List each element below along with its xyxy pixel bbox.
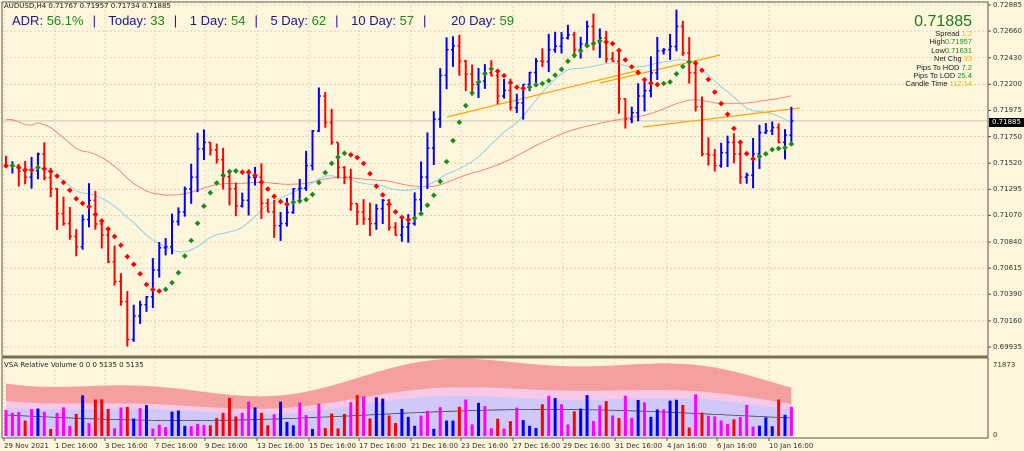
day1-label: 1 Day: [189, 13, 228, 28]
price-tick-label: 0.71070 [993, 211, 1022, 220]
time-tick-label: 10 Jan 16:00 [769, 442, 814, 450]
price-tick-label: 0.71295 [993, 185, 1022, 194]
time-tick-label: 21 Dec 16:00 [411, 442, 459, 450]
symbol-header: AUDUSD,H4 0.71767 0.71957 0.71734 0.7188… [4, 2, 171, 10]
price-info-panel: 0.71885 Spread 1.2 High0.71957 Low0.7163… [905, 14, 972, 89]
time-tick-label: 29 Nov 2021 [4, 442, 49, 450]
netchg-label: Net Chg [934, 54, 962, 64]
lod-row: Pips To LOD 25.4 [905, 71, 972, 81]
adr-value: 56.1% [46, 13, 84, 28]
price-tick-label: 0.71520 [993, 159, 1022, 168]
today-value: 33 [150, 13, 165, 28]
price-tick-label: 0.72430 [993, 53, 1022, 62]
time-tick-label: 27 Dec 16:00 [513, 442, 561, 450]
spread-value: 1.2 [961, 29, 972, 38]
low-row: Low0.71631 [905, 45, 972, 55]
time-tick-label: 29 Dec 16:00 [563, 442, 611, 450]
price-tick-label: 0.71750 [993, 132, 1022, 141]
day5-value: 62 [311, 13, 327, 28]
time-tick-label: 31 Dec 16:00 [615, 442, 663, 450]
time-tick-label: 9 Dec 16:00 [205, 442, 248, 450]
day1-value: 54 [230, 13, 246, 28]
netchg-value: 33 [963, 54, 972, 64]
high-value: 0.71957 [944, 37, 972, 47]
adr-indicator: ADR: 56.1% | Today: 33 | 1 Day: 54 | 5 Day:… [12, 13, 514, 28]
lod-value: 25.4 [957, 71, 972, 81]
price-tick-label: 0.72885 [993, 1, 1022, 9]
time-tick-label: 3 Dec 16:00 [105, 442, 148, 450]
current-price: 0.71885 [914, 13, 972, 30]
price-tick-label: 0.70615 [993, 264, 1022, 273]
price-tick-label: 0.70840 [993, 238, 1022, 247]
current-price-tag: 0.71885 [989, 118, 1024, 127]
volume-max-label: 71873 [993, 361, 1016, 369]
day20-value: 59 [499, 13, 514, 28]
volume-pane-title: VSA Relative Volume 0 0 0 5135 0 5135 [4, 361, 144, 369]
price-tick-label: 0.69935 [993, 343, 1022, 351]
price-tick-label: 0.72660 [993, 27, 1022, 36]
time-tick-label: 17 Dec 16:00 [359, 442, 407, 450]
spread-row: Spread 1.2 [905, 29, 972, 38]
candle-time-label: Candle Time [905, 79, 948, 89]
low-value: 0.71631 [944, 45, 972, 55]
time-tick-label: 13 Dec 16:00 [257, 442, 305, 450]
time-tick-label: 4 Jan 16:00 [667, 442, 707, 450]
day20-label: 20 Day: [451, 13, 496, 28]
day5-label: 5 Day: [270, 13, 309, 28]
price-tick-label: 0.72200 [993, 80, 1022, 89]
high-label: High [929, 37, 945, 47]
low-label: Low [931, 45, 945, 55]
time-tick-label: 6 Jan 16:00 [717, 442, 757, 450]
spread-label: Spread [935, 29, 960, 38]
volume-min-label: 0 [993, 431, 998, 439]
time-tick-label: 7 Dec 16:00 [155, 442, 198, 450]
candle-time-value: 112:14 [949, 79, 972, 89]
hod-value: 7.2 [961, 62, 972, 72]
price-tick-label: 0.71975 [993, 106, 1022, 115]
time-tick-label: 23 Dec 16:00 [461, 442, 509, 450]
price-tick-label: 0.70160 [993, 316, 1022, 325]
time-tick-label: 15 Dec 16:00 [309, 442, 357, 450]
high-row: High0.71957 [905, 38, 972, 46]
day10-value: 57 [399, 13, 415, 28]
today-label: Today: [108, 13, 147, 28]
day10-label: 10 Day: [351, 13, 396, 28]
netchg-row: Net Chg 33 [905, 55, 972, 63]
lod-label: Pips To LOD [913, 71, 956, 81]
candle-time-row: Candle Time 112:14 [905, 80, 972, 88]
adr-label: ADR: [12, 13, 44, 28]
hod-label: Pips To HOD [916, 62, 960, 72]
hod-row: Pips To HOD 7.2 [905, 62, 972, 72]
price-tick-label: 0.70390 [993, 290, 1022, 299]
time-tick-label: 1 Dec 16:00 [55, 442, 98, 450]
